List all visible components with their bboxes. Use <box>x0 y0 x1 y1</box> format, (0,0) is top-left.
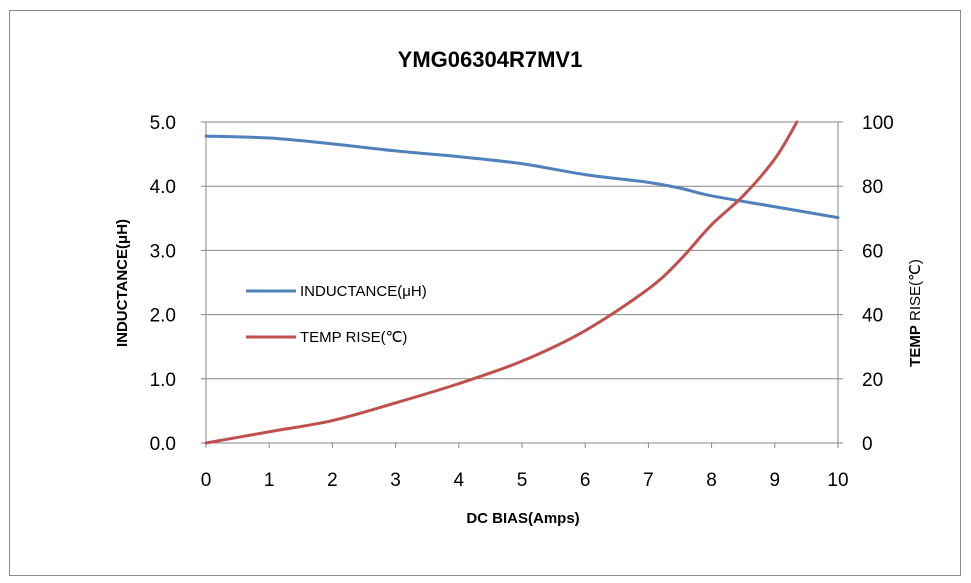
series-line-2 <box>204 120 799 445</box>
series-lines <box>204 120 840 445</box>
x-tick-label: 3 <box>390 470 401 491</box>
y-left-tick-label: 4.0 <box>150 177 176 198</box>
y-axis-right-label: TEMP RISE(℃) <box>907 259 924 367</box>
x-tick-label: 2 <box>327 470 338 491</box>
x-tick-label: 5 <box>517 470 528 491</box>
y-right-tick-label: 80 <box>862 177 883 198</box>
series-line-1 <box>204 134 840 220</box>
y-axis-left-label: INDUCTANCE(μH) <box>114 219 131 347</box>
x-axis-label: DC BIAS(Amps) <box>466 510 579 527</box>
x-tick-label: 7 <box>643 470 654 491</box>
chart-frame <box>9 10 961 576</box>
y-right-tick-label: 20 <box>862 370 883 391</box>
y-axis-right-label-bold: TEMP <box>907 325 924 367</box>
y-left-tick-label: 1.0 <box>150 370 176 391</box>
legend-label-2: TEMP RISE(℃) <box>300 329 407 346</box>
x-tick-label: 8 <box>706 470 717 491</box>
y-right-tick-label: 40 <box>862 306 883 327</box>
legend: INDUCTANCE(μH) TEMP RISE(℃) <box>246 283 427 346</box>
y-left-tick-label: 3.0 <box>150 241 176 262</box>
grid-lines <box>206 121 838 380</box>
y-left-tick-label: 0.0 <box>150 434 176 455</box>
x-tick-label: 9 <box>770 470 781 491</box>
y-left-tick-label: 5.0 <box>150 113 176 134</box>
chart-title: YMG06304R7MV1 <box>398 47 583 72</box>
axes <box>201 121 843 448</box>
x-tick-label: 6 <box>580 470 591 491</box>
x-tick-label: 10 <box>827 470 848 491</box>
tick-labels: 0.0 1.0 2.0 3.0 4.0 5.0 0 20 40 60 80 100 0 1 2 3 4 5 6 7 8 9… <box>150 113 894 491</box>
x-tick-label: 4 <box>454 470 465 491</box>
y-left-tick-label: 2.0 <box>150 306 176 327</box>
y-right-tick-label: 0 <box>862 434 873 455</box>
y-right-tick-label: 100 <box>862 113 894 134</box>
y-right-tick-label: 60 <box>862 241 883 262</box>
x-tick-label: 1 <box>264 470 275 491</box>
legend-label-1: INDUCTANCE(μH) <box>300 283 427 300</box>
x-tick-label: 0 <box>201 470 212 491</box>
y-axis-right-label-rest: RISE(℃) <box>907 259 924 325</box>
